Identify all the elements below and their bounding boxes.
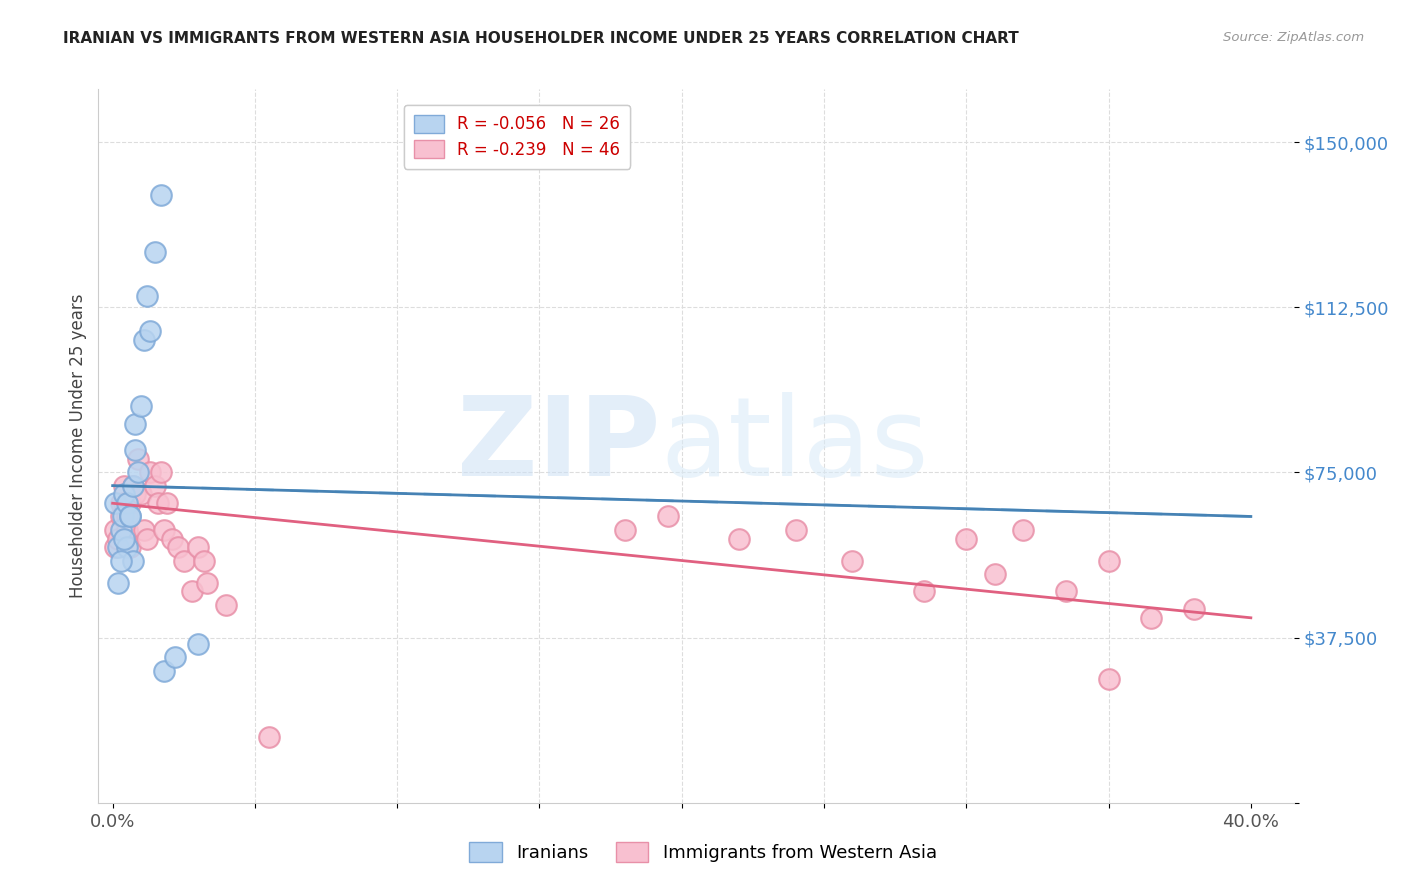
Point	[162, 532, 184, 546]
Point	[257, 730, 280, 744]
Text: ZIP: ZIP	[457, 392, 661, 500]
Point	[112, 478, 135, 492]
Text: atlas: atlas	[661, 392, 928, 500]
Point	[167, 541, 190, 555]
Point	[1012, 523, 1035, 537]
Point	[1097, 673, 1119, 687]
Point	[129, 487, 152, 501]
Point	[124, 487, 146, 501]
Point	[115, 509, 138, 524]
Point	[181, 584, 204, 599]
Point	[127, 452, 149, 467]
Point	[150, 466, 173, 480]
Point	[121, 553, 143, 567]
Point	[1054, 584, 1077, 599]
Point	[785, 523, 807, 537]
Point	[104, 496, 127, 510]
Point	[156, 496, 179, 510]
Point	[112, 487, 135, 501]
Point	[112, 496, 135, 510]
Point	[187, 541, 209, 555]
Point	[124, 443, 146, 458]
Point	[110, 509, 132, 524]
Point	[129, 400, 152, 414]
Point	[104, 541, 127, 555]
Point	[115, 496, 138, 510]
Point	[841, 553, 863, 567]
Legend: R = -0.056   N = 26, R = -0.239   N = 46: R = -0.056 N = 26, R = -0.239 N = 46	[404, 104, 630, 169]
Point	[727, 532, 749, 546]
Point	[984, 566, 1007, 581]
Point	[1182, 602, 1205, 616]
Point	[115, 523, 138, 537]
Point	[110, 523, 132, 537]
Point	[657, 509, 679, 524]
Point	[118, 496, 141, 510]
Point	[1140, 611, 1163, 625]
Point	[195, 575, 218, 590]
Point	[104, 523, 127, 537]
Point	[118, 509, 141, 524]
Point	[138, 466, 160, 480]
Point	[187, 637, 209, 651]
Point	[132, 523, 155, 537]
Point	[135, 289, 157, 303]
Legend: Iranians, Immigrants from Western Asia: Iranians, Immigrants from Western Asia	[463, 835, 943, 870]
Point	[135, 532, 157, 546]
Point	[138, 325, 160, 339]
Point	[148, 496, 170, 510]
Point	[150, 188, 173, 202]
Point	[112, 532, 135, 546]
Point	[121, 478, 143, 492]
Point	[118, 509, 141, 524]
Text: Source: ZipAtlas.com: Source: ZipAtlas.com	[1223, 31, 1364, 45]
Point	[132, 333, 155, 347]
Point	[124, 417, 146, 431]
Point	[107, 541, 129, 555]
Point	[153, 523, 176, 537]
Point	[165, 650, 187, 665]
Point	[955, 532, 977, 546]
Point	[111, 509, 134, 524]
Point	[173, 553, 195, 567]
Point	[118, 541, 141, 555]
Point	[107, 532, 129, 546]
Point	[143, 478, 166, 492]
Y-axis label: Householder Income Under 25 years: Householder Income Under 25 years	[69, 293, 87, 599]
Point	[127, 466, 149, 480]
Point	[115, 541, 138, 555]
Point	[193, 553, 215, 567]
Point	[613, 523, 636, 537]
Point	[143, 245, 166, 260]
Point	[153, 664, 176, 678]
Point	[107, 575, 129, 590]
Point	[912, 584, 935, 599]
Point	[121, 478, 143, 492]
Point	[215, 598, 238, 612]
Point	[110, 496, 132, 510]
Text: IRANIAN VS IMMIGRANTS FROM WESTERN ASIA HOUSEHOLDER INCOME UNDER 25 YEARS CORREL: IRANIAN VS IMMIGRANTS FROM WESTERN ASIA …	[63, 31, 1019, 46]
Point	[110, 553, 132, 567]
Point	[1097, 553, 1119, 567]
